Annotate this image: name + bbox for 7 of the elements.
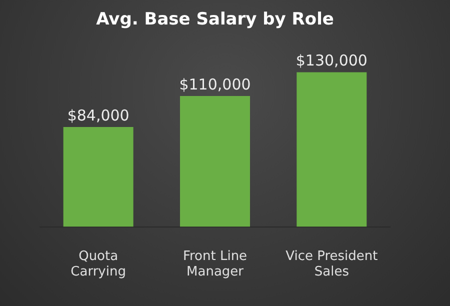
data-label: $110,000 bbox=[179, 75, 251, 94]
x-tick-label: Vice President Sales bbox=[286, 248, 378, 280]
x-tick-label: Quota Carrying bbox=[70, 248, 126, 280]
x-tick-label: Front Line Manager bbox=[182, 248, 248, 280]
data-label: $84,000 bbox=[67, 106, 130, 124]
data-label: $130,000 bbox=[296, 52, 368, 70]
chart-title: Avg. Base Salary by Role bbox=[96, 10, 334, 30]
